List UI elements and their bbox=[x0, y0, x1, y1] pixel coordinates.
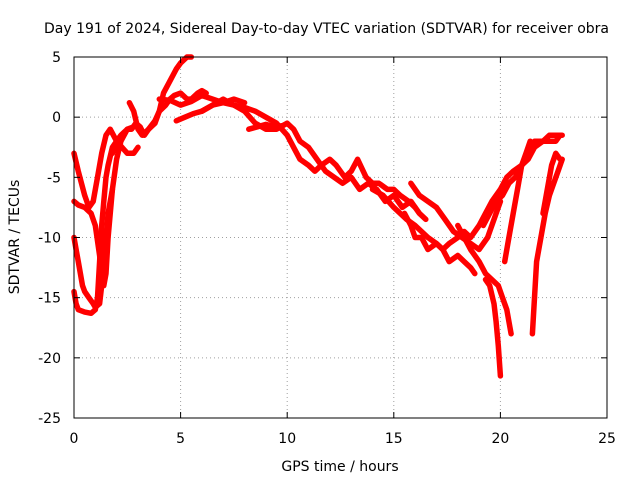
series-line-19 bbox=[540, 150, 563, 217]
series-line-17 bbox=[501, 138, 533, 265]
y-tick-label: -25 bbox=[38, 411, 61, 427]
series-line-12 bbox=[401, 210, 478, 277]
y-tick-label: -10 bbox=[38, 231, 61, 247]
series-line-10 bbox=[246, 121, 286, 132]
series-line-7 bbox=[156, 92, 418, 211]
chart-title: Day 191 of 2024, Sidereal Day-to-day VTE… bbox=[44, 21, 609, 37]
series-line-3 bbox=[71, 186, 116, 311]
series-line-13 bbox=[408, 180, 504, 253]
y-tick-label: 5 bbox=[52, 50, 61, 66]
x-tick-label: 10 bbox=[278, 431, 296, 447]
x-tick-label: 5 bbox=[176, 431, 185, 447]
series-line-1 bbox=[71, 126, 141, 211]
series-line-15 bbox=[482, 276, 504, 379]
y-axis-label: SDTVAR / TECUs bbox=[7, 180, 23, 295]
axis-ticks: 0 5 10 15 20 25 -25 -20 -15 -10 -5 0 5 bbox=[38, 50, 616, 447]
y-tick-label: -5 bbox=[47, 170, 61, 186]
x-axis-label: GPS time / hours bbox=[281, 459, 398, 475]
x-tick-label: 0 bbox=[70, 431, 79, 447]
series-line-14 bbox=[455, 222, 514, 337]
plot-frame bbox=[73, 56, 608, 419]
grid bbox=[74, 57, 607, 418]
series-line-9 bbox=[199, 96, 248, 114]
series-line-4 bbox=[71, 138, 120, 317]
data-series bbox=[71, 54, 565, 379]
x-tick-label: 20 bbox=[491, 431, 509, 447]
y-tick-label: 0 bbox=[52, 110, 61, 126]
y-tick-label: -15 bbox=[38, 291, 61, 307]
x-tick-label: 15 bbox=[385, 431, 403, 447]
y-tick-label: -20 bbox=[38, 351, 61, 367]
x-tick-label: 25 bbox=[598, 431, 616, 447]
